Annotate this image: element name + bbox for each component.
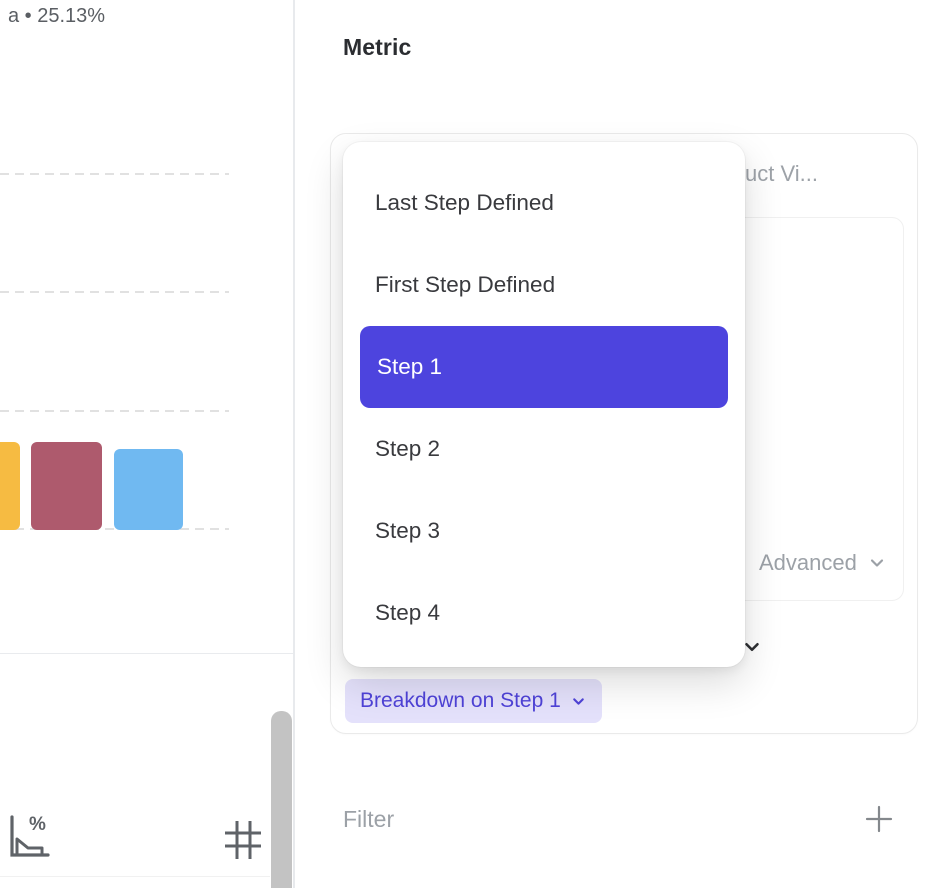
funnel-bar-blue[interactable] (114, 449, 183, 530)
dropdown-item-step-1-selected[interactable]: Step 1 (360, 326, 728, 408)
add-filter-button[interactable] (864, 804, 894, 834)
chevron-down-icon (570, 693, 587, 710)
step-select-dropdown: Last Step Defined First Step Defined Ste… (343, 142, 745, 667)
dropdown-item-step-4[interactable]: Step 4 (375, 600, 441, 625)
filter-section-title: Filter (343, 805, 395, 832)
chevron-down-icon[interactable] (741, 636, 763, 663)
event-name-truncated[interactable]: uct Vi... (745, 161, 818, 186)
dropdown-item-last-step-defined[interactable]: Last Step Defined (375, 190, 554, 215)
horizontal-divider (0, 876, 270, 877)
chart-panel: a • 25.13% % (0, 0, 294, 888)
scrollbar-thumb[interactable] (271, 711, 292, 888)
horizontal-divider (0, 653, 294, 654)
advanced-label: Advanced (759, 550, 857, 575)
chart-baseline (0, 528, 229, 530)
funnel-bar-yellow[interactable] (0, 442, 20, 530)
breakdown-on-step-button[interactable]: Breakdown on Step 1 (345, 679, 602, 723)
chart-gridline (0, 410, 229, 412)
chevron-down-icon (867, 553, 887, 573)
hash-grid-icon[interactable] (224, 819, 262, 866)
metric-section-title: Metric (343, 34, 412, 60)
dropdown-item-step-2[interactable]: Step 2 (375, 436, 441, 461)
breakdown-label: Breakdown on Step 1 (360, 689, 561, 712)
series-summary-label: a • 25.13% (8, 5, 106, 27)
dropdown-item-step-3[interactable]: Step 3 (375, 518, 441, 543)
svg-text:%: % (29, 814, 46, 835)
dropdown-item-first-step-defined[interactable]: First Step Defined (375, 272, 556, 297)
filter-section: Filter (343, 804, 894, 834)
funnel-bar-red[interactable] (31, 442, 102, 530)
conversion-percent-chart-icon[interactable]: % (8, 813, 50, 866)
panel-divider (293, 0, 295, 888)
chart-gridline (0, 291, 229, 293)
advanced-toggle[interactable]: Advanced (759, 550, 887, 576)
chart-gridline (0, 173, 229, 175)
